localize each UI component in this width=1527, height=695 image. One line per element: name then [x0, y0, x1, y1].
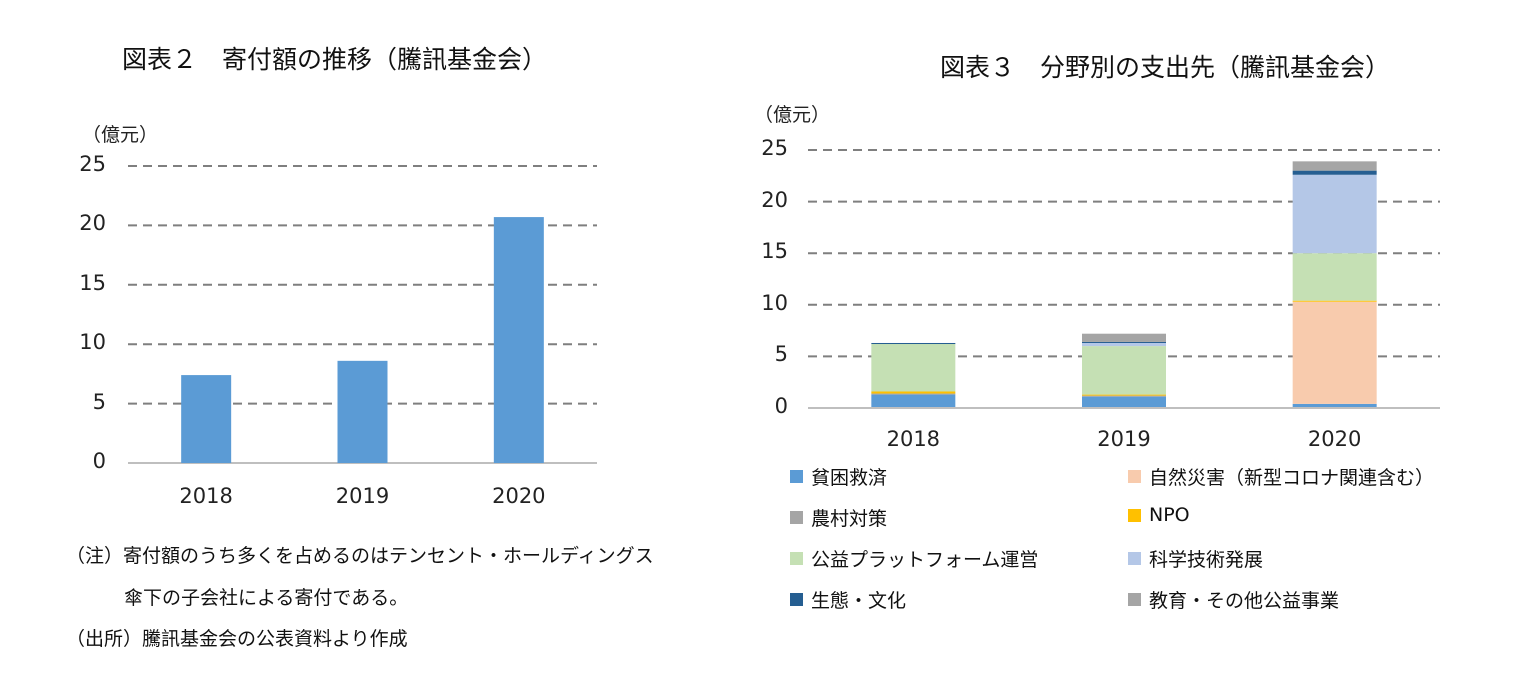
legend-item: NPO — [1128, 504, 1190, 526]
bar-segment-2020 — [1292, 301, 1377, 404]
legend-swatch — [1128, 508, 1141, 522]
y-tick-label: 15 — [761, 239, 788, 264]
bar-segment-2019 — [1082, 346, 1166, 395]
legend-swatch — [790, 552, 803, 565]
bar-segment-2020 — [1292, 300, 1377, 302]
x-tick-label: 2018 — [886, 427, 941, 451]
bar-segment-2019 — [1082, 341, 1166, 343]
bar-segment-2020 — [1292, 170, 1377, 175]
bar-segment-2018 — [871, 391, 956, 394]
legend-label: 生態・文化 — [811, 590, 907, 612]
right-chart-legend: 貧困救済 自然災害（新型コロナ関連含む） 農村対策 NPO 公益プラットフォーム運営 科学… — [790, 463, 1510, 633]
y-tick-label: 25 — [79, 152, 106, 176]
x-tick-label: 2018 — [179, 484, 233, 508]
right-chart-unit-label: （億元） — [754, 104, 831, 126]
bar-segment-2018 — [871, 393, 956, 395]
legend-swatch — [790, 511, 803, 524]
bar-segment-2019 — [1082, 342, 1166, 347]
bar-segment-2019 — [1082, 333, 1166, 342]
legend-label: 自然災害（新型コロナ関連含む） — [1149, 467, 1435, 489]
legend-item: 生態・文化 — [790, 586, 906, 613]
bar-2020 — [493, 217, 544, 463]
legend-item: 農村対策 — [790, 504, 887, 531]
legend-item: 自然災害（新型コロナ関連含む） — [1128, 463, 1434, 490]
legend-item: 貧困救済 — [790, 463, 887, 490]
bar-2018 — [181, 375, 232, 463]
y-tick-label: 5 — [92, 389, 106, 414]
legend-label: 農村対策 — [811, 508, 888, 530]
x-tick-label: 2020 — [492, 484, 546, 508]
legend-swatch — [1128, 552, 1141, 565]
bar-segment-2020 — [1292, 174, 1377, 254]
y-tick-label: 20 — [79, 211, 106, 236]
y-tick-label: 5 — [774, 342, 788, 367]
legend-label: 貧困救済 — [811, 467, 888, 489]
bar-2019 — [337, 360, 388, 463]
legend-label: NPO — [1149, 504, 1190, 526]
legend-swatch — [1128, 593, 1141, 606]
left-chart: 図表２ 寄付額の推移（騰訊基金会） （億元） 0 5 10 15 20 25 2018 20… — [0, 0, 760, 695]
right-chart-title: 図表３ 分野別の支出先（騰訊基金会） — [940, 53, 1391, 82]
x-tick-label: 2019 — [1097, 427, 1151, 451]
bar-segment-2019 — [1082, 396, 1166, 408]
legend-label: 教育・その他公益事業 — [1149, 590, 1340, 612]
legend-item: 公益プラットフォーム運営 — [790, 545, 1038, 572]
left-chart-plot — [128, 165, 597, 464]
legend-swatch — [790, 593, 803, 606]
legend-item: 教育・その他公益事業 — [1128, 586, 1339, 613]
legend-label: 公益プラットフォーム運営 — [811, 549, 1039, 571]
bar-segment-2019 — [1082, 394, 1166, 396]
left-source: （出所）騰訊基金会の公表資料より作成 — [66, 628, 408, 650]
right-chart-plot — [808, 149, 1440, 409]
y-tick-label: 0 — [92, 449, 106, 473]
x-tick-label: 2019 — [335, 484, 390, 508]
bar-segment-2018 — [871, 394, 956, 408]
bar-segment-2018 — [871, 344, 956, 392]
bar-segment-2019 — [1082, 395, 1166, 397]
legend-label: 科学技術発展 — [1149, 549, 1264, 571]
left-chart-title: 図表２ 寄付額の推移（騰訊基金会） — [122, 45, 548, 74]
left-chart-unit-label: （億元） — [82, 124, 159, 146]
bar-segment-2020 — [1292, 253, 1377, 301]
left-note-2: 傘下の子会社による寄付である。 — [124, 587, 409, 609]
legend-swatch — [790, 470, 803, 483]
left-note-1: （注）寄付額のうち多くを占めるのはテンセント・ホールディングス — [66, 545, 654, 567]
y-tick-label: 15 — [79, 270, 106, 295]
right-chart: 図表３ 分野別の支出先（騰訊基金会） （億元） 0 5 10 15 20 25 2018 2… — [740, 0, 1527, 695]
y-tick-label: 20 — [761, 187, 788, 212]
bar-segment-2020 — [1292, 161, 1377, 171]
x-tick-label: 2020 — [1307, 427, 1362, 451]
y-tick-label: 10 — [761, 290, 788, 315]
bar-segment-2018 — [871, 342, 956, 345]
y-tick-label: 0 — [774, 394, 788, 418]
y-tick-label: 25 — [761, 136, 788, 160]
legend-swatch — [1128, 470, 1141, 483]
legend-item: 科学技術発展 — [1128, 545, 1263, 572]
y-tick-label: 10 — [79, 330, 106, 355]
bar-segment-2020 — [1292, 403, 1377, 408]
